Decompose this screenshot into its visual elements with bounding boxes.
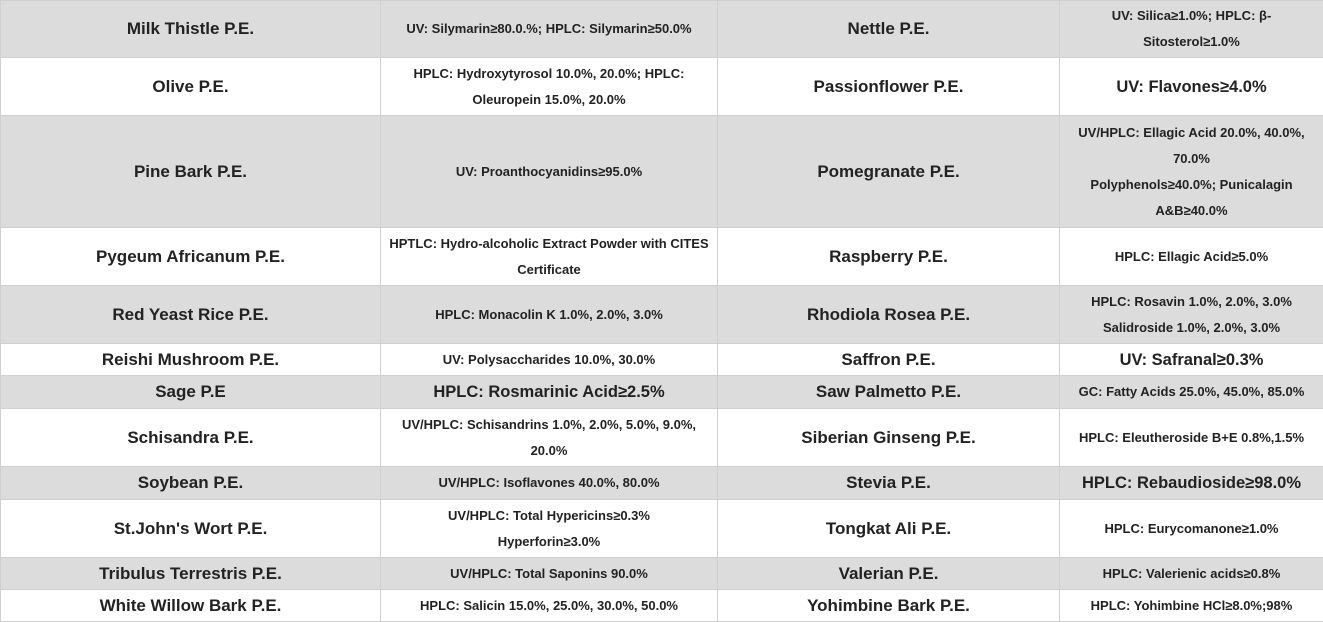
specification-cell: HPLC: Hydroxytyrosol 10.0%, 20.0%; HPLC:… <box>380 57 718 116</box>
table-row: Milk Thistle P.E. UV: Silymarin≥80.0.%; H… <box>0 0 1323 58</box>
product-name-cell: Olive P.E. <box>0 57 381 116</box>
table-row: Tribulus Terrestris P.E. UV/HPLC: Total S… <box>0 557 1323 590</box>
product-name-cell: Sage P.E <box>0 375 381 409</box>
product-name-cell: Tribulus Terrestris P.E. <box>0 557 381 590</box>
specification-cell: UV: Silica≥1.0%; HPLC: β-Sitosterol≥1.0% <box>1059 0 1323 58</box>
product-name-cell: Reishi Mushroom P.E. <box>0 343 381 376</box>
product-name-cell: Schisandra P.E. <box>0 408 381 467</box>
specification-cell: HPLC: Ellagic Acid≥5.0% <box>1059 227 1323 286</box>
table-row: Reishi Mushroom P.E. UV: Polysaccharides … <box>0 343 1323 376</box>
product-name-cell: Siberian Ginseng P.E. <box>717 408 1060 467</box>
product-name-cell: Valerian P.E. <box>717 557 1060 590</box>
specification-cell: UV/HPLC: Total Hypericins≥0.3% Hyperfori… <box>380 499 718 558</box>
table-row: Red Yeast Rice P.E. HPLC: Monacolin K 1.0… <box>0 285 1323 344</box>
table-row: Pine Bark P.E. UV: Proanthocyanidins≥95.0… <box>0 115 1323 228</box>
product-name-cell: Nettle P.E. <box>717 0 1060 58</box>
specification-cell: HPLC: Rebaudioside≥98.0% <box>1059 466 1323 500</box>
specification-cell: HPLC: Rosmarinic Acid≥2.5% <box>380 375 718 409</box>
product-name-cell: Pomegranate P.E. <box>717 115 1060 228</box>
product-name-cell: Yohimbine Bark P.E. <box>717 589 1060 622</box>
product-name-cell: Passionflower P.E. <box>717 57 1060 116</box>
product-name-cell: St.John's Wort P.E. <box>0 499 381 558</box>
specification-cell: HPLC: Salicin 15.0%, 25.0%, 30.0%, 50.0% <box>380 589 718 622</box>
product-name-cell: Raspberry P.E. <box>717 227 1060 286</box>
table-row: Sage P.E HPLC: Rosmarinic Acid≥2.5% Saw Pa… <box>0 375 1323 409</box>
product-name-cell: Soybean P.E. <box>0 466 381 500</box>
product-name-cell: Red Yeast Rice P.E. <box>0 285 381 344</box>
table-row: Schisandra P.E. UV/HPLC: Schisandrins 1.0… <box>0 408 1323 467</box>
specification-cell: UV/HPLC: Isoflavones 40.0%, 80.0% <box>380 466 718 500</box>
specification-cell: HPTLC: Hydro-alcoholic Extract Powder wi… <box>380 227 718 286</box>
specification-cell: HPLC: Yohimbine HCl≥8.0%;98% <box>1059 589 1323 622</box>
specification-cell: UV: Flavones≥4.0% <box>1059 57 1323 116</box>
table-row: White Willow Bark P.E. HPLC: Salicin 15.0… <box>0 589 1323 622</box>
specification-cell: UV/HPLC: Schisandrins 1.0%, 2.0%, 5.0%, … <box>380 408 718 467</box>
product-name-cell: Milk Thistle P.E. <box>0 0 381 58</box>
specification-cell: HPLC: Eleutheroside B+E 0.8%,1.5% <box>1059 408 1323 467</box>
table-row: Pygeum Africanum P.E. HPTLC: Hydro-alcoho… <box>0 227 1323 286</box>
specification-cell: UV: Proanthocyanidins≥95.0% <box>380 115 718 228</box>
specification-cell: UV/HPLC: Ellagic Acid 20.0%, 40.0%, 70.0… <box>1059 115 1323 228</box>
specification-cell: UV: Polysaccharides 10.0%, 30.0% <box>380 343 718 376</box>
specification-cell: HPLC: Eurycomanone≥1.0% <box>1059 499 1323 558</box>
product-name-cell: Tongkat Ali P.E. <box>717 499 1060 558</box>
specification-cell: UV/HPLC: Total Saponins 90.0% <box>380 557 718 590</box>
product-name-cell: Pine Bark P.E. <box>0 115 381 228</box>
product-name-cell: Saffron P.E. <box>717 343 1060 376</box>
product-name-cell: Rhodiola Rosea P.E. <box>717 285 1060 344</box>
specification-cell: UV: Silymarin≥80.0.%; HPLC: Silymarin≥50… <box>380 0 718 58</box>
specification-cell: HPLC: Rosavin 1.0%, 2.0%, 3.0% Salidrosi… <box>1059 285 1323 344</box>
table-row: Olive P.E. HPLC: Hydroxytyrosol 10.0%, 20… <box>0 57 1323 116</box>
product-name-cell: Saw Palmetto P.E. <box>717 375 1060 409</box>
specification-cell: HPLC: Monacolin K 1.0%, 2.0%, 3.0% <box>380 285 718 344</box>
product-name-cell: White Willow Bark P.E. <box>0 589 381 622</box>
table-row: St.John's Wort P.E. UV/HPLC: Total Hyperi… <box>0 499 1323 558</box>
product-name-cell: Pygeum Africanum P.E. <box>0 227 381 286</box>
specification-cell: GC: Fatty Acids 25.0%, 45.0%, 85.0% <box>1059 375 1323 409</box>
specification-cell: UV: Safranal≥0.3% <box>1059 343 1323 376</box>
product-name-cell: Stevia P.E. <box>717 466 1060 500</box>
table-row: Soybean P.E. UV/HPLC: Isoflavones 40.0%, … <box>0 466 1323 500</box>
specification-cell: HPLC: Valerienic acids≥0.8% <box>1059 557 1323 590</box>
